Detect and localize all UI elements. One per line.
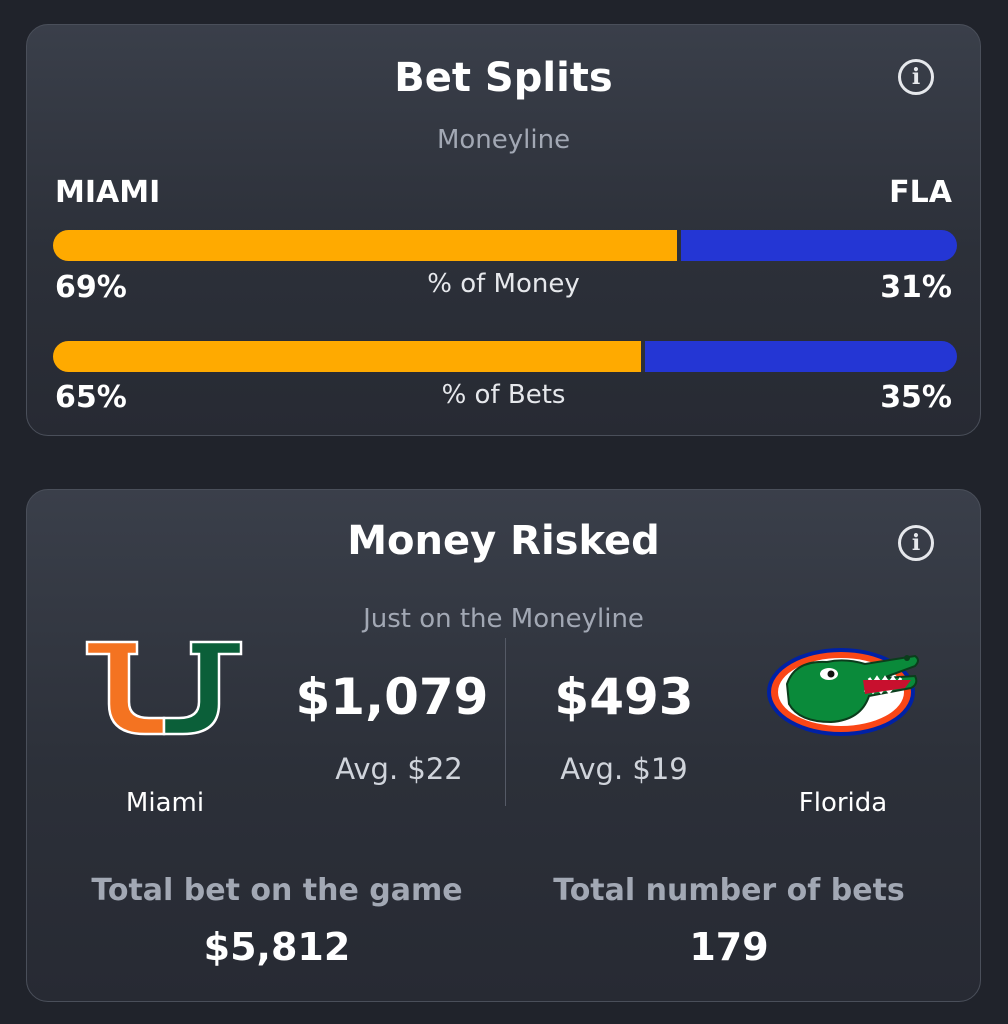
bets-bar-team-a: [53, 341, 641, 372]
money-pct-label: % of Money: [427, 269, 580, 299]
team-b-avg: Avg. $19: [560, 752, 688, 786]
money-risked-title: Money Risked: [347, 518, 660, 564]
bets-pct-team-b: 35%: [880, 380, 952, 415]
money-bar-team-a: [53, 230, 677, 261]
bet-splits-title: Bet Splits: [394, 55, 613, 101]
team-a-avg: Avg. $22: [335, 752, 463, 786]
bets-bar-team-b: [644, 341, 957, 372]
bet-splits-subtitle: Moneyline: [436, 125, 571, 155]
money-pct-team-a: 69%: [55, 270, 127, 305]
team-divider: [505, 638, 506, 806]
team-a-amount: $1,079: [295, 668, 489, 726]
bets-pct-label: % of Bets: [441, 380, 566, 410]
florida-gator-logo: [767, 648, 919, 736]
money-risked-card: Money Risked i Just on the Moneyline Mia…: [26, 489, 981, 1002]
total-bet-label: Total bet on the game: [91, 873, 463, 908]
money-risked-subtitle: Just on the Moneyline: [363, 604, 644, 634]
total-count-value: 179: [689, 925, 769, 969]
team-b-name: Florida: [798, 788, 888, 818]
team-a-abbr: MIAMI: [55, 175, 161, 210]
money-split-bar: [53, 230, 957, 261]
miami-u-logo: [85, 640, 243, 736]
team-b-abbr: FLA: [889, 175, 952, 210]
money-bar-team-b: [680, 230, 957, 261]
bet-splits-card: Bet Splits i Moneyline MIAMI FLA 69% % o…: [26, 24, 981, 436]
info-icon[interactable]: i: [898, 525, 934, 561]
total-count-label: Total number of bets: [553, 873, 905, 908]
info-icon[interactable]: i: [898, 59, 934, 95]
team-a-name: Miami: [125, 788, 205, 818]
team-b-amount: $493: [554, 668, 694, 726]
total-bet-value: $5,812: [203, 925, 351, 969]
money-pct-team-b: 31%: [880, 270, 952, 305]
bets-split-bar: [53, 341, 957, 372]
bets-pct-team-a: 65%: [55, 380, 127, 415]
